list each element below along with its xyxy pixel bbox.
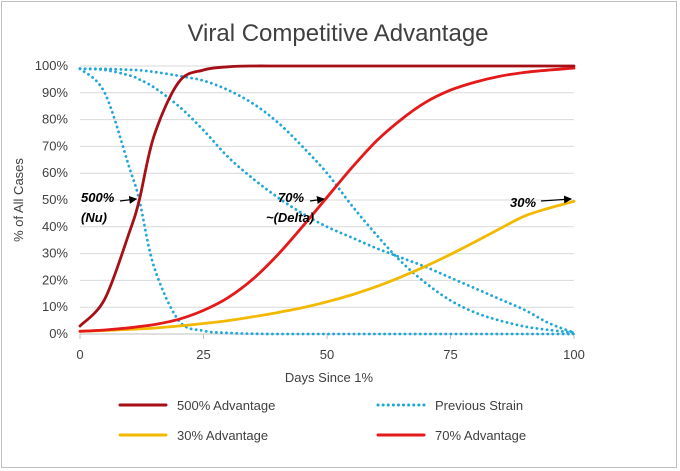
- y-tick-label: 100%: [35, 58, 69, 73]
- gridlines: [79, 65, 575, 339]
- y-tick-label: 60%: [42, 165, 68, 180]
- y-tick-label: 80%: [42, 112, 68, 127]
- series-line-previous-strain: [78, 67, 576, 336]
- chart-title: Viral Competitive Advantage: [187, 20, 488, 47]
- y-axis-label: % of All Cases: [11, 158, 26, 242]
- y-tick-label: 50%: [42, 192, 68, 207]
- legend-label: 500% Advantage: [177, 398, 275, 413]
- legend: 500% Advantage Previous Strain 30% Advanta…: [118, 398, 526, 443]
- legend-label: 70% Advantage: [435, 428, 526, 443]
- y-tick-label: 0%: [49, 326, 68, 341]
- annotation-sublabel: (Nu): [81, 210, 107, 225]
- annotation-arrow: [540, 195, 572, 204]
- annotation-sublabel: ~(Delta): [266, 210, 314, 225]
- legend-label: 30% Advantage: [177, 428, 268, 443]
- y-tick-label: 40%: [42, 219, 68, 234]
- y-tick-label: 10%: [42, 299, 68, 314]
- y-tick-label: 70%: [42, 138, 68, 153]
- y-tick-label: 30%: [42, 246, 68, 261]
- x-tick-labels: 0 25 50 75 100: [76, 347, 584, 362]
- x-axis-label: Days Since 1%: [285, 370, 374, 385]
- annotation-label: 30%: [510, 195, 536, 210]
- series-line-previous-strain: [78, 67, 576, 335]
- series-line-70-advantage: [78, 66, 576, 333]
- annotation-label: 500%: [81, 190, 115, 205]
- series-line-500-advantage: [78, 64, 576, 328]
- x-tick-label: 0: [76, 347, 83, 362]
- y-tick-label: 90%: [42, 85, 68, 100]
- x-tick-label: 75: [443, 347, 457, 362]
- annotation-label: 70%: [278, 190, 304, 205]
- annotation-arrow: [119, 195, 138, 204]
- series-line-previous-strain: [78, 67, 576, 335]
- x-tick-label: 25: [196, 347, 210, 362]
- y-tick-labels: 0% 10% 20% 30% 40% 50% 60% 70% 80% 90% 100%: [35, 58, 69, 341]
- annotation-arrow: [309, 196, 325, 204]
- y-tick-label: 20%: [42, 272, 68, 287]
- series-lines: [78, 64, 576, 336]
- x-tick-label: 50: [320, 347, 334, 362]
- annotations: 500% (Nu) 70% ~(Delta) 30%: [81, 190, 572, 225]
- series-line-30-advantage: [78, 199, 576, 333]
- x-tick-label: 100: [563, 347, 585, 362]
- legend-label: Previous Strain: [435, 398, 523, 413]
